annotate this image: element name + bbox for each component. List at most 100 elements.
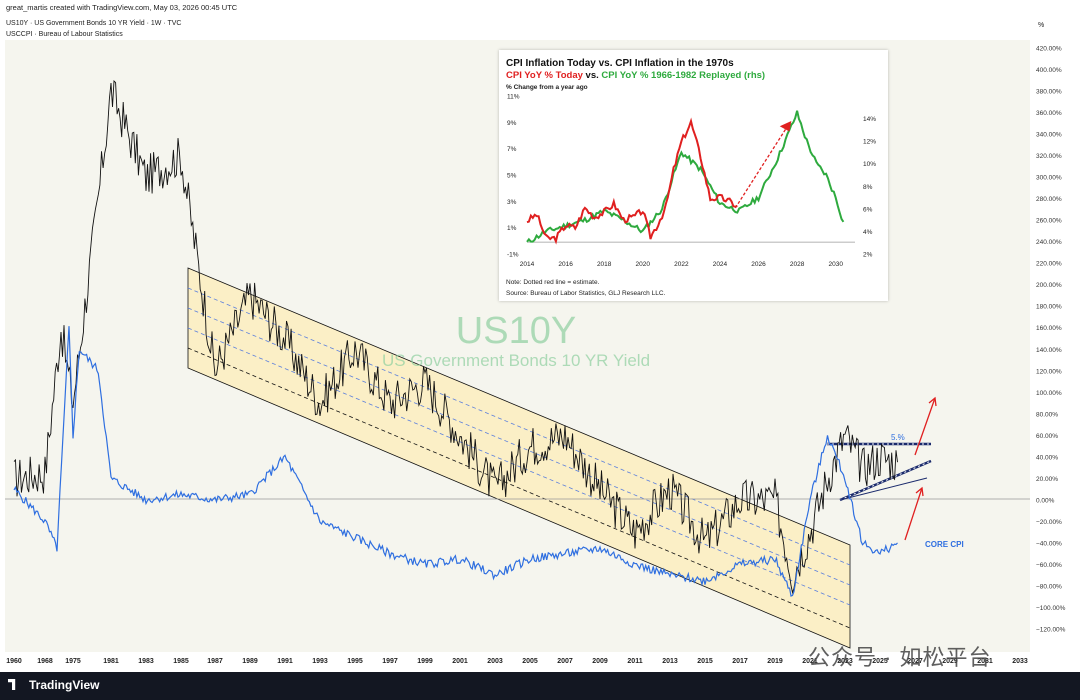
attribution-bar: great_martis created with TradingView.co… (0, 0, 1080, 16)
x-tick-label: 2025 (872, 658, 888, 665)
inset-x-tick: 2014 (520, 261, 535, 268)
inset-y-tick-right: 14% (863, 116, 876, 123)
x-tick-label: 2029 (942, 658, 958, 665)
x-tick-label: 1983 (138, 658, 154, 665)
y-tick-label: 120.00% (1036, 368, 1062, 375)
red-arrow-up (914, 396, 937, 456)
y-tick-label: −40.00% (1036, 540, 1062, 547)
y-tick-label: −60.00% (1036, 562, 1062, 569)
x-tick-label: 2031 (977, 658, 993, 665)
x-tick-label: 1985 (173, 658, 189, 665)
inset-y-tick-left: 5% (507, 173, 517, 180)
inset-subtitle-green: CPI YoY % 1966-1982 Replayed (rhs) (601, 70, 766, 81)
chart-title-watermark: US10Y (456, 310, 576, 352)
x-tick-label: 2017 (732, 658, 748, 665)
inset-source: Source: Bureau of Labor Statistics, GLJ … (506, 290, 666, 297)
y-tick-label: −120.00% (1036, 627, 1066, 634)
inset-estimate-line (734, 125, 789, 209)
x-tick-label: 2021 (802, 658, 818, 665)
inset-y-tick-right: 2% (863, 252, 873, 259)
x-axis: 1960 1968 1975 1981 1983 1985 1987 1989 1991 1993… (6, 658, 1028, 665)
inset-subtitle-red: CPI YoY % Today (506, 70, 583, 81)
inset-y-tick-right: 12% (863, 139, 876, 146)
resistance-label: 5.% (891, 433, 905, 442)
x-tick-label: 1993 (312, 658, 328, 665)
x-tick-label: 2011 (627, 658, 642, 665)
inset-subtitle-vs: vs. (585, 70, 599, 81)
y-tick-label: 260.00% (1036, 218, 1062, 225)
tradingview-logo-icon (8, 679, 16, 690)
y-tick-label: 160.00% (1036, 325, 1062, 332)
y-tick-label: 0.00% (1036, 497, 1055, 504)
x-tick-label: 2019 (767, 658, 783, 665)
y-tick-label: 300.00% (1036, 175, 1062, 182)
inset-subtitle: CPI YoY % Today vs. CPI YoY % 1966-1982 … (506, 70, 765, 81)
x-tick-label: 2027 (907, 658, 923, 665)
y-tick-label: 140.00% (1036, 347, 1062, 354)
inset-x-tick: 2018 (597, 261, 612, 268)
inset-x-tick: 2016 (558, 261, 573, 268)
y-tick-label: 200.00% (1036, 282, 1062, 289)
inset-x-tick: 2024 (713, 261, 728, 268)
inset-x-tick: 2028 (790, 261, 805, 268)
legend-us10y[interactable]: US10Y · US Government Bonds 10 YR Yield … (6, 20, 182, 27)
tradingview-logo[interactable]: TradingView (8, 678, 99, 692)
us10y-line (13, 79, 898, 595)
y-tick-label: 60.00% (1036, 433, 1058, 440)
x-tick-label: 1991 (277, 658, 293, 665)
core-cpi-line (13, 326, 898, 597)
x-tick-label: 1997 (382, 658, 398, 665)
y-tick-label: −100.00% (1036, 605, 1066, 612)
inset-plot: 11% 9% 7% 5% 3% 1% -1% 14% 12% 10% 8% 6% 4% 2% 2014 201… (507, 94, 876, 269)
x-tick-label: 2003 (487, 658, 503, 665)
y-tick-label: 280.00% (1036, 196, 1062, 203)
y-tick-label: 80.00% (1036, 411, 1058, 418)
x-tick-label: 2007 (557, 658, 573, 665)
y-tick-label: 340.00% (1036, 132, 1062, 139)
x-tick-label: 1975 (65, 658, 81, 665)
red-arrow-mid (904, 486, 924, 541)
y-tick-label: 20.00% (1036, 476, 1058, 483)
channel-midline-1 (187, 287, 851, 566)
legend-usccpi[interactable]: USCCPI · Bureau of Labour Statistics (6, 31, 123, 38)
y-tick-label: 220.00% (1036, 261, 1062, 268)
inset-y-label: % Change from a year ago (506, 84, 588, 91)
inset-x-tick: 2022 (674, 261, 689, 268)
inset-estimate-arrowhead (779, 121, 792, 132)
inset-y-tick-right: 10% (863, 161, 876, 168)
inset-y-tick-left: 3% (507, 199, 517, 206)
x-tick-label: 2009 (592, 658, 608, 665)
inset-chart-panel: CPI Inflation Today vs. CPI Inflation in… (499, 50, 888, 301)
inset-series-line (526, 110, 845, 243)
y-tick-label: 380.00% (1036, 89, 1062, 96)
triangle-lower (839, 477, 928, 501)
x-tick-label: 2023 (837, 658, 853, 665)
inset-y-tick-right: 8% (863, 184, 873, 191)
inset-y-tick-right: 4% (863, 229, 873, 236)
inset-title: CPI Inflation Today vs. CPI Inflation in… (506, 58, 734, 69)
x-tick-label: 2001 (452, 658, 468, 665)
y-axis-unit: % (1038, 22, 1044, 29)
x-tick-label: 2015 (697, 658, 713, 665)
y-tick-label: 40.00% (1036, 454, 1058, 461)
inset-series-line (526, 117, 738, 245)
created-by-text: great_martis created with TradingView.co… (6, 3, 238, 12)
inset-y-tick-left: 1% (507, 225, 517, 232)
inset-y-tick-left: -1% (507, 252, 519, 259)
y-tick-label: 360.00% (1036, 110, 1062, 117)
x-tick-label: 1968 (37, 658, 53, 665)
y-tick-label: 100.00% (1036, 390, 1062, 397)
y-tick-label: −80.00% (1036, 583, 1062, 590)
core-cpi-label: CORE CPI (925, 540, 964, 549)
y-tick-label: 240.00% (1036, 239, 1062, 246)
x-tick-label: 2033 (1012, 658, 1028, 665)
inset-y-tick-left: 7% (507, 146, 517, 153)
x-tick-label: 1989 (242, 658, 258, 665)
y-tick-label: 320.00% (1036, 153, 1062, 160)
x-tick-label: 1995 (347, 658, 363, 665)
x-tick-label: 2013 (662, 658, 678, 665)
channel-midline-4 (187, 347, 851, 629)
chart-subtitle-watermark: US Government Bonds 10 YR Yield (382, 351, 650, 370)
y-tick-label: −20.00% (1036, 519, 1062, 526)
tradingview-logo-text: TradingView (29, 678, 100, 692)
